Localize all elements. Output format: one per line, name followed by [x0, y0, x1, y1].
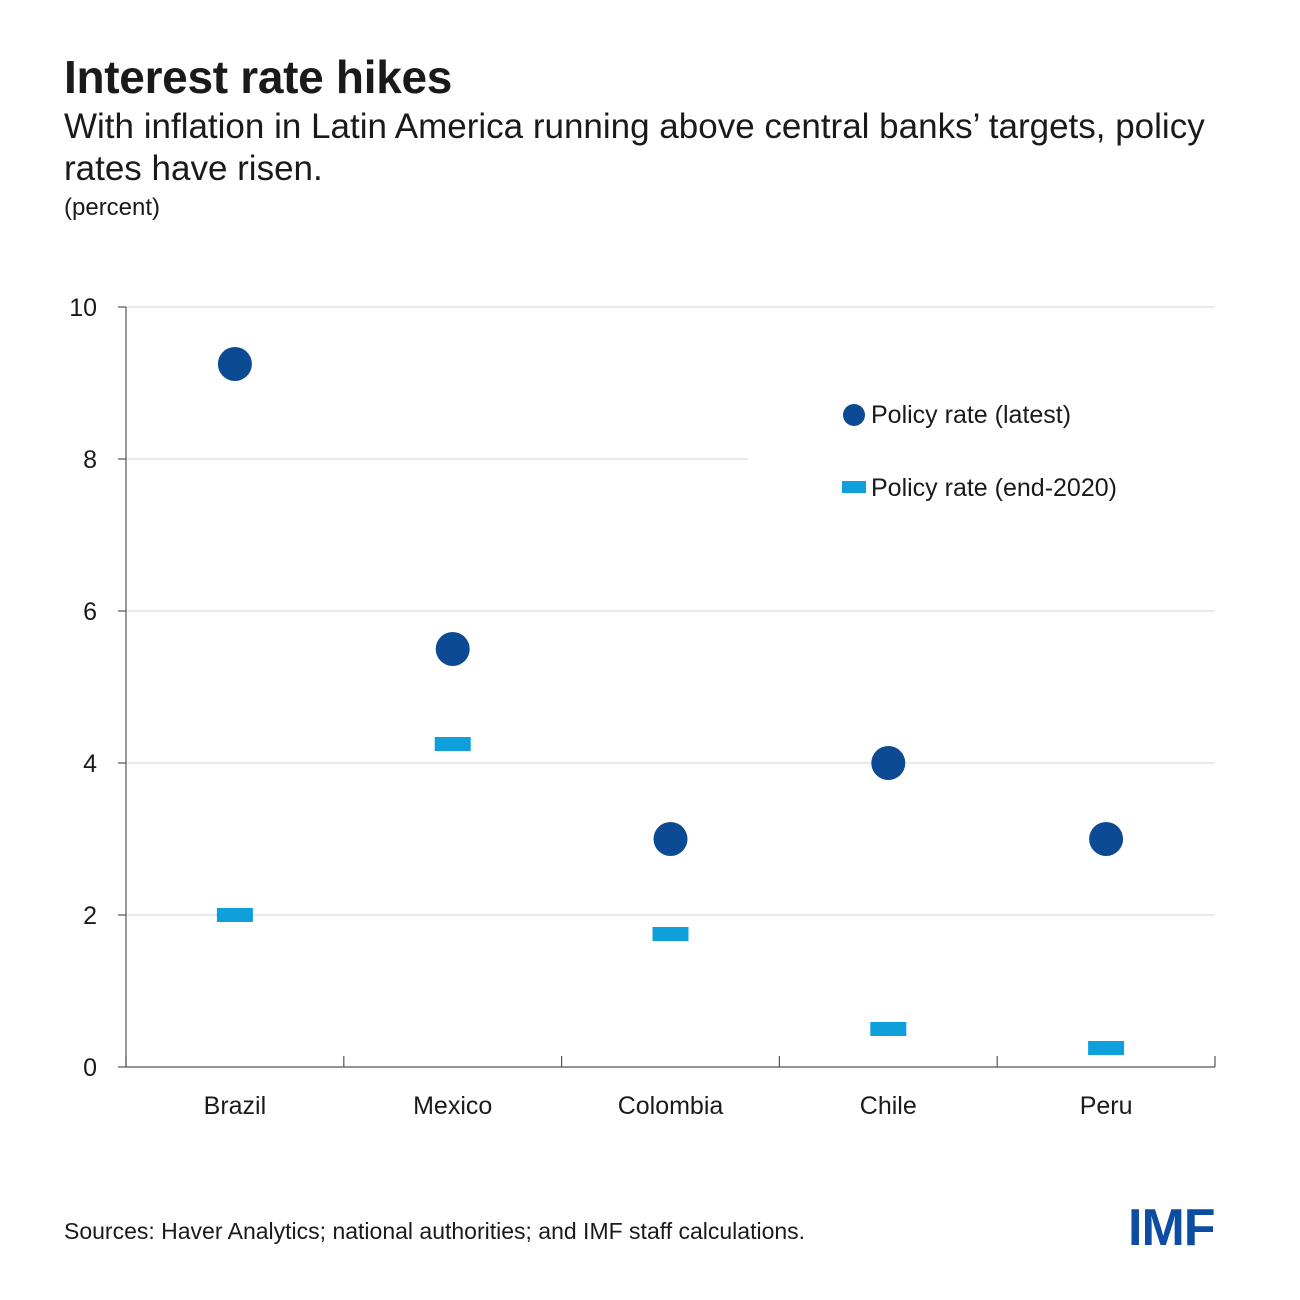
legend-end-2020-label: Policy rate (end-2020)	[871, 474, 1117, 502]
latest-marker-peru	[1089, 822, 1124, 856]
chart-title: Interest rate hikes	[64, 51, 453, 103]
imf-logo: IMF	[1128, 1199, 1216, 1257]
legend: Policy rate (latest) Policy rate (end-202…	[842, 401, 1117, 502]
latest-marker-mexico	[435, 632, 470, 666]
grid-lines	[126, 306, 1215, 916]
legend-latest-label: Policy rate (latest)	[871, 401, 1071, 429]
x-tick-label-mexico: Mexico	[413, 1092, 492, 1120]
y-tick-label: 10	[69, 294, 97, 322]
y-tick-label: 2	[83, 902, 97, 930]
x-tick-label-chile: Chile	[860, 1092, 917, 1120]
latest-marker-chile	[871, 746, 906, 780]
axes	[118, 306, 1216, 1068]
data-marks	[216, 347, 1125, 1055]
y-unit-label: (percent)	[64, 194, 161, 221]
latest-marker-brazil	[217, 347, 252, 381]
y-tick-label: 4	[83, 750, 97, 778]
x-tick-label-peru: Peru	[1080, 1092, 1133, 1120]
chart-subtitle: With inflation in Latin America running …	[64, 107, 1205, 188]
latest-marker-colombia	[653, 822, 688, 856]
x-tick-label-colombia: Colombia	[618, 1092, 724, 1120]
end-2020-marker-mexico	[434, 737, 471, 751]
tick-labels: 0 2 4 6 8 10 Brazil Mexico Colombia Chile Peru	[69, 294, 1132, 1120]
end-2020-marker-chile	[870, 1022, 907, 1036]
y-tick-label: 8	[83, 446, 97, 474]
legend-end-2020-swatch	[842, 481, 866, 493]
source-note: Sources: Haver Analytics; national autho…	[64, 1218, 806, 1244]
end-2020-marker-peru	[1088, 1041, 1125, 1055]
legend-latest-swatch	[843, 404, 865, 426]
y-tick-label: 0	[83, 1054, 97, 1082]
y-tick-label: 6	[83, 598, 97, 626]
x-tick-label-brazil: Brazil	[204, 1092, 267, 1120]
end-2020-marker-brazil	[216, 908, 253, 922]
end-2020-marker-colombia	[652, 927, 689, 941]
